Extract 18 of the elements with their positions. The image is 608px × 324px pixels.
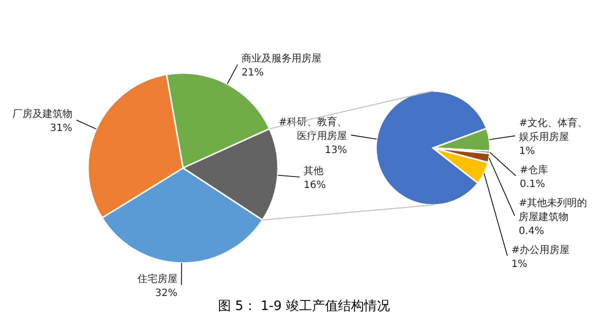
text: 图 5： 1-9 竣工产值结构情况 [218,299,390,314]
data-label: 1% [519,146,535,157]
slice-label: 其他 [304,164,324,177]
slice-label: #仓库 [520,164,548,176]
data-label: 31% [50,123,72,134]
data-label: 16% [304,180,326,191]
data-label: 13% [324,145,348,156]
data-label: 32% [155,288,178,299]
slice-label: 住宅房屋 [137,272,178,285]
data-label: 0.1% [520,178,546,190]
data-label: 21% [242,68,264,79]
data-label: 0.4% [518,226,544,237]
slice-label: 厂房及建筑物 [12,108,72,120]
slice-label: 商业及服务用房屋 [242,52,322,65]
data-label: 1% [511,258,528,270]
slice-label: #办公用房屋 [511,244,570,256]
slice-label: #其他未列明的房屋建筑物 [518,196,588,223]
slice-label: #文化、体育、娱乐用房屋 [519,116,588,143]
